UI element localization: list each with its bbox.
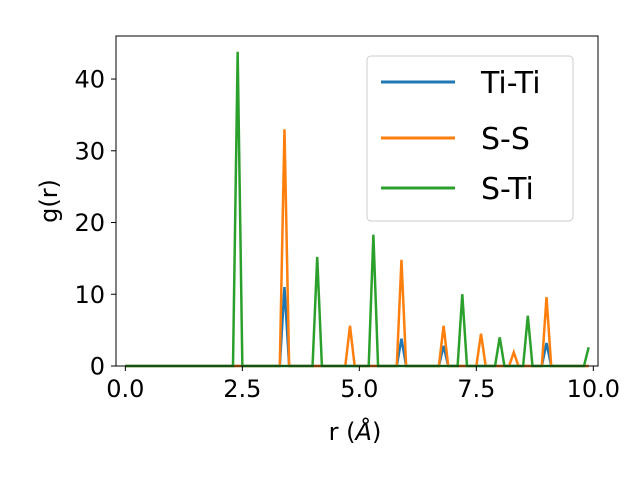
y-tick-label: 20 <box>74 209 105 237</box>
y-tick-label: 40 <box>74 66 105 94</box>
legend-label-s-ti: S-Ti <box>481 172 534 207</box>
y-tick-label: 30 <box>74 137 105 165</box>
y-axis-ticks: 0 10 20 30 40 <box>74 66 116 381</box>
x-tick-label: 2.5 <box>223 375 261 403</box>
x-axis-label-close: ) <box>372 418 381 446</box>
plot-frame <box>115 35 599 367</box>
legend-label-s-s: S-S <box>481 122 530 157</box>
x-axis-label: r (Å) <box>329 417 382 446</box>
legend: Ti-Ti S-S S-Ti <box>366 55 574 222</box>
x-tick-label: 5.0 <box>340 375 378 403</box>
y-axis-label: g(r) <box>35 179 63 223</box>
x-axis-label-unit: Å <box>354 417 372 446</box>
y-tick-label: 0 <box>90 353 105 381</box>
x-tick-label: 10.0 <box>567 375 620 403</box>
x-axis-label-main: r ( <box>329 418 356 446</box>
y-tick-label: 10 <box>74 281 105 309</box>
legend-label-ti-ti: Ti-Ti <box>480 66 541 101</box>
x-tick-label: 7.5 <box>457 375 495 403</box>
legend-box <box>366 55 574 222</box>
x-axis-ticks: 0.0 2.5 5.0 7.5 10.0 <box>106 366 620 403</box>
x-tick-label: 0.0 <box>106 375 144 403</box>
